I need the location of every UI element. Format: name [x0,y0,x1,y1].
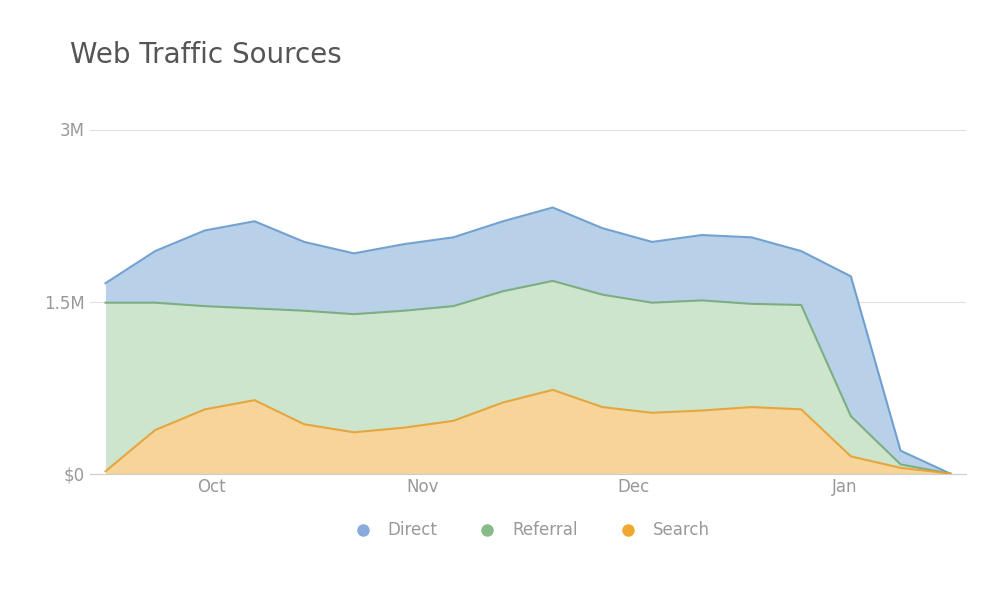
Text: Web Traffic Sources: Web Traffic Sources [70,41,342,69]
Legend: Direct, Referral, Search: Direct, Referral, Search [340,514,716,546]
